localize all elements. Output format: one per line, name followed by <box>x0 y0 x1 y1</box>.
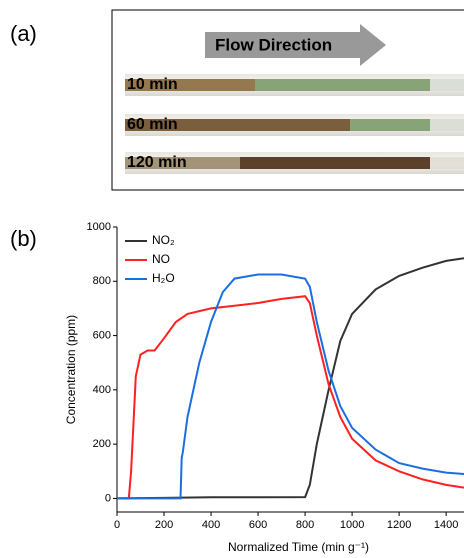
legend-label: NO <box>152 252 170 266</box>
tube-label: 120 min <box>127 154 187 171</box>
y-tick-label: 800 <box>93 275 111 287</box>
tube-label: 10 min <box>127 76 178 93</box>
x-tick-label: 800 <box>296 519 314 531</box>
y-tick-label: 400 <box>93 384 111 396</box>
tube-fill <box>240 157 430 169</box>
tube-label: 60 min <box>127 116 178 133</box>
panel-label: (a) <box>10 21 37 46</box>
tube-fill <box>125 119 350 131</box>
tube-fill <box>430 79 464 91</box>
chart: 0 200 400 600 800 1000 0 200 400 600 800 1000 1200 14… <box>64 221 464 554</box>
series-line <box>117 295 464 500</box>
x-tick-label: 200 <box>155 519 173 531</box>
tubes: 10 min 60 min 120 min <box>125 74 464 174</box>
x-tick-label: 400 <box>202 519 220 531</box>
panel-label: (b) <box>10 226 37 251</box>
flow-arrow <box>205 24 386 66</box>
legend-label: NO₂ <box>152 233 175 247</box>
y-tick-label: 1000 <box>87 221 111 233</box>
tube-fill <box>125 79 255 91</box>
x-tick-label: 0 <box>114 519 120 531</box>
tube-fill <box>125 157 240 169</box>
y-axis-title: Concentration (ppm) <box>64 315 78 424</box>
x-tick-label: 1000 <box>340 519 364 531</box>
legend-label: H₂O <box>152 271 175 285</box>
y-tick-label: 200 <box>93 438 111 450</box>
tube-fill <box>430 157 464 169</box>
arrow-label: Flow Direction <box>215 35 332 54</box>
x-tick-label: 1400 <box>434 519 458 531</box>
tube-fill <box>350 119 430 131</box>
x-tick-label: 1200 <box>387 519 411 531</box>
y-tick-label: 600 <box>93 329 111 341</box>
x-tick-label: 600 <box>249 519 267 531</box>
series-line <box>116 257 464 500</box>
x-axis-title: Normalized Time (min g⁻¹) <box>228 540 369 554</box>
tube-fill <box>255 79 430 91</box>
series-line <box>117 273 464 500</box>
y-tick-label: 0 <box>105 492 111 504</box>
tube-fill <box>430 119 464 131</box>
